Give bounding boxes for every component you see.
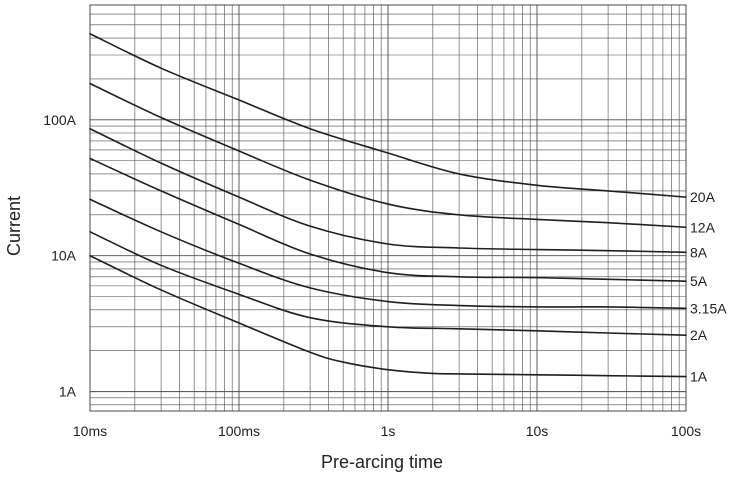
series-line-20a (89, 32, 687, 198)
series-label-5a: 5A (690, 273, 708, 289)
y-tick-label: 100A (43, 112, 76, 128)
series-line-2a (89, 231, 687, 337)
series-label-8a: 8A (690, 244, 708, 260)
series-line-8a (89, 127, 687, 254)
series-label-3-15a: 3.15A (690, 300, 727, 316)
grid-layer (89, 4, 687, 412)
series-label-20a: 20A (690, 189, 716, 205)
x-tick-label: 100s (671, 423, 701, 439)
series-layer: 20A 12A 8A 5A 3.15A 2A 1A (89, 32, 727, 385)
x-axis-title: Pre-arcing time (321, 452, 443, 472)
series-line-1a (89, 254, 687, 378)
series-line-5a (89, 157, 687, 282)
x-tick-label: 10s (526, 423, 549, 439)
tick-layer: 10ms 100ms 1s 10s 100s 1A 10A 100A (43, 112, 701, 439)
y-tick-label: 1A (59, 384, 77, 400)
y-axis-title: Current (4, 196, 24, 256)
series-line-3-15a (89, 198, 687, 310)
y-tick-label: 10A (51, 248, 77, 264)
series-line-12a (89, 82, 687, 229)
plot-frame (89, 4, 687, 412)
x-tick-label: 10ms (73, 423, 107, 439)
series-label-1a: 1A (690, 369, 708, 385)
series-label-12a: 12A (690, 219, 716, 235)
x-tick-label: 100ms (218, 423, 260, 439)
x-tick-label: 1s (381, 423, 396, 439)
series-label-2a: 2A (690, 327, 708, 343)
